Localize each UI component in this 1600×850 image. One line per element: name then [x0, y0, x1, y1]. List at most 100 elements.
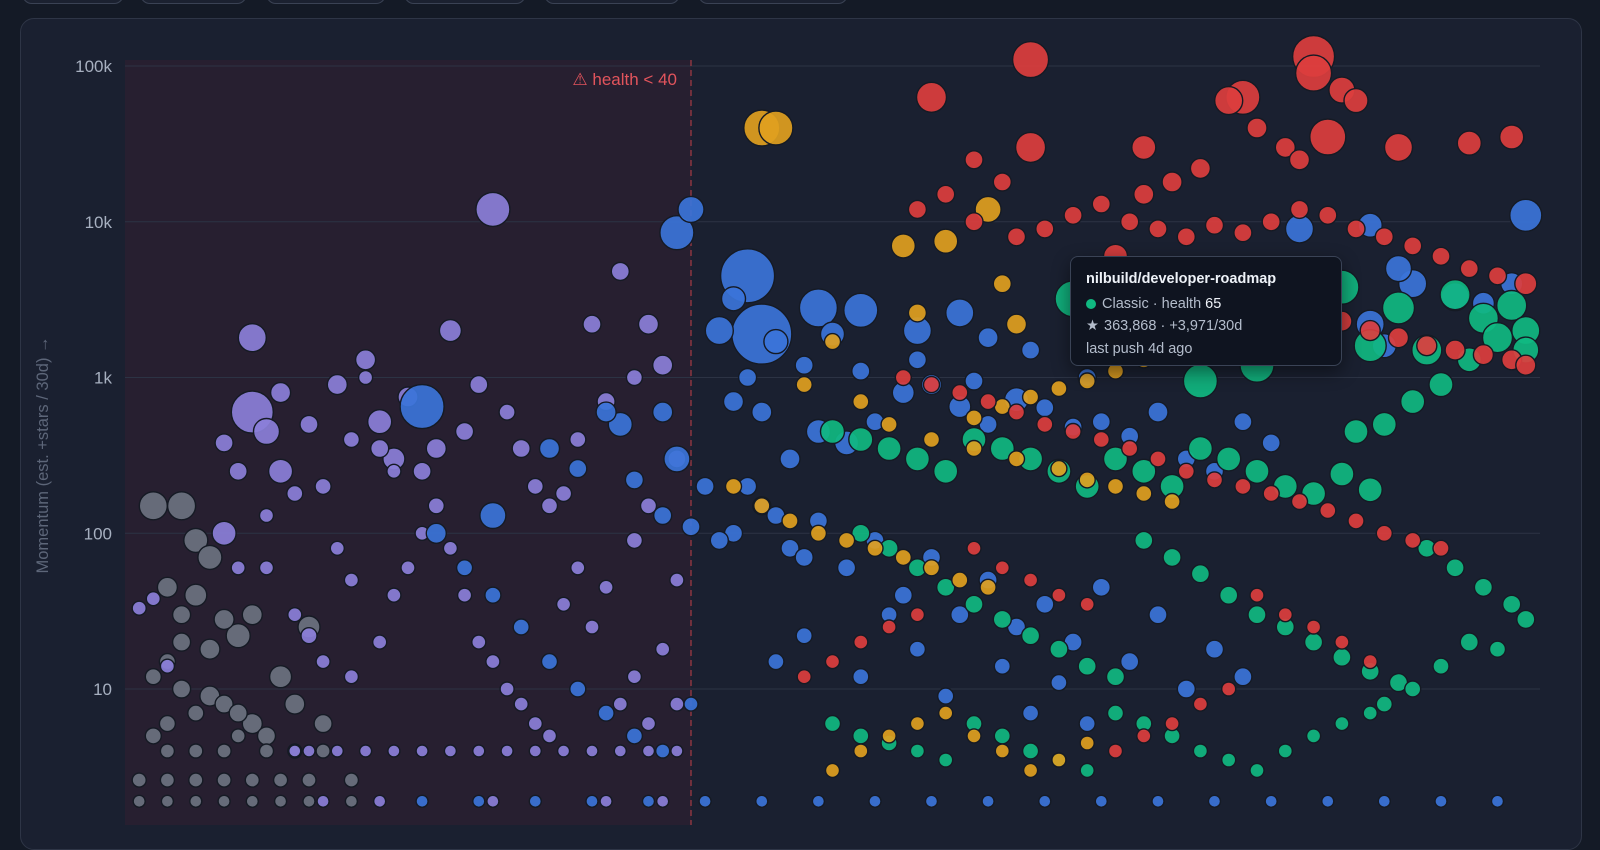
repo-point[interactable] — [823, 332, 842, 351]
repo-point[interactable] — [837, 531, 856, 550]
repo-point[interactable] — [1288, 149, 1311, 171]
repo-point[interactable] — [1514, 272, 1538, 296]
repo-point[interactable] — [258, 507, 275, 524]
repo-point[interactable] — [1371, 411, 1398, 438]
repo-point[interactable] — [171, 679, 192, 699]
repo-point[interactable] — [1078, 372, 1096, 390]
repo-point[interactable] — [1294, 54, 1333, 92]
repo-point[interactable] — [836, 558, 857, 578]
repo-point[interactable] — [655, 641, 671, 657]
repo-point[interactable] — [852, 392, 870, 411]
repo-point[interactable] — [979, 392, 997, 411]
repo-point[interactable] — [415, 744, 429, 758]
repo-point[interactable] — [1014, 131, 1047, 164]
repo-point[interactable] — [512, 618, 530, 636]
repo-point[interactable] — [1359, 319, 1381, 342]
repo-point[interactable] — [244, 772, 261, 788]
repo-point[interactable] — [977, 327, 999, 349]
repo-point[interactable] — [1021, 388, 1040, 406]
repo-point[interactable] — [1459, 632, 1480, 652]
repo-point[interactable] — [1021, 742, 1040, 760]
repo-point[interactable] — [1220, 752, 1237, 768]
repo-point[interactable] — [326, 373, 348, 396]
repo-point[interactable] — [1162, 547, 1182, 568]
repo-point[interactable] — [641, 794, 656, 808]
repo-point[interactable] — [1151, 794, 1165, 808]
repo-point[interactable] — [641, 744, 656, 758]
repo-point[interactable] — [823, 714, 842, 733]
repo-point[interactable] — [472, 794, 486, 808]
repo-point[interactable] — [1020, 340, 1041, 360]
repo-point[interactable] — [237, 323, 268, 353]
repo-point[interactable] — [951, 571, 969, 589]
repo-point[interactable] — [597, 704, 615, 722]
repo-point[interactable] — [669, 572, 685, 588]
repo-point[interactable] — [1148, 605, 1168, 625]
repo-point[interactable] — [287, 607, 303, 623]
repo-point[interactable] — [160, 794, 175, 808]
repo-point[interactable] — [1091, 194, 1112, 214]
repo-point[interactable] — [425, 437, 447, 460]
repo-point[interactable] — [228, 703, 248, 723]
repo-point[interactable] — [386, 463, 402, 479]
repo-point[interactable] — [993, 657, 1011, 675]
repo-point[interactable] — [763, 328, 789, 355]
repo-point[interactable] — [1318, 205, 1338, 226]
repo-point[interactable] — [670, 744, 684, 758]
repo-point[interactable] — [569, 680, 587, 698]
repo-point[interactable] — [652, 401, 674, 423]
repo-point[interactable] — [299, 414, 319, 435]
repo-point[interactable] — [880, 415, 898, 434]
repo-point[interactable] — [1213, 85, 1244, 116]
repo-point[interactable] — [500, 744, 514, 758]
repo-point[interactable] — [851, 523, 871, 543]
repo-point[interactable] — [138, 491, 169, 521]
repo-point[interactable] — [866, 539, 884, 557]
repo-point[interactable] — [966, 728, 982, 744]
repo-point[interactable] — [1439, 279, 1471, 311]
repo-point[interactable] — [511, 438, 531, 459]
repo-point[interactable] — [372, 634, 388, 650]
repo-point[interactable] — [894, 368, 912, 387]
repo-point[interactable] — [1303, 632, 1324, 652]
repo-point[interactable] — [472, 744, 486, 758]
repo-point[interactable] — [1261, 212, 1281, 232]
repo-point[interactable] — [1051, 587, 1067, 603]
repo-point[interactable] — [964, 371, 984, 391]
repo-point[interactable] — [610, 261, 630, 282]
repo-point[interactable] — [485, 653, 501, 670]
repo-point[interactable] — [656, 794, 670, 808]
repo-point[interactable] — [994, 560, 1010, 576]
repo-point[interactable] — [217, 794, 231, 808]
repo-point[interactable] — [965, 439, 983, 458]
repo-point[interactable] — [438, 318, 463, 343]
repo-point[interactable] — [569, 430, 587, 449]
repo-point[interactable] — [1022, 572, 1039, 588]
repo-point[interactable] — [780, 538, 800, 558]
repo-point[interactable] — [811, 794, 826, 808]
repo-point[interactable] — [159, 743, 176, 759]
repo-point[interactable] — [1063, 205, 1083, 226]
repo-point[interactable] — [993, 727, 1011, 745]
repo-point[interactable] — [915, 81, 948, 114]
repo-point[interactable] — [637, 313, 660, 335]
repo-point[interactable] — [1119, 651, 1140, 672]
repo-point[interactable] — [1176, 227, 1197, 247]
repo-point[interactable] — [1329, 461, 1355, 487]
repo-point[interactable] — [613, 744, 627, 758]
repo-point[interactable] — [357, 369, 374, 386]
repo-point[interactable] — [245, 794, 260, 808]
repo-point[interactable] — [1091, 412, 1112, 432]
repo-point[interactable] — [663, 445, 691, 473]
repo-point[interactable] — [1334, 715, 1350, 732]
repo-point[interactable] — [1079, 596, 1095, 612]
repo-point[interactable] — [354, 349, 377, 371]
repo-point[interactable] — [216, 772, 232, 788]
repo-point[interactable] — [1077, 656, 1097, 676]
repo-point[interactable] — [1220, 681, 1237, 697]
repo-point[interactable] — [1050, 379, 1068, 398]
repo-point[interactable] — [358, 744, 373, 758]
repo-point[interactable] — [1131, 134, 1157, 161]
repo-point[interactable] — [724, 477, 743, 496]
repo-point[interactable] — [1079, 735, 1095, 751]
